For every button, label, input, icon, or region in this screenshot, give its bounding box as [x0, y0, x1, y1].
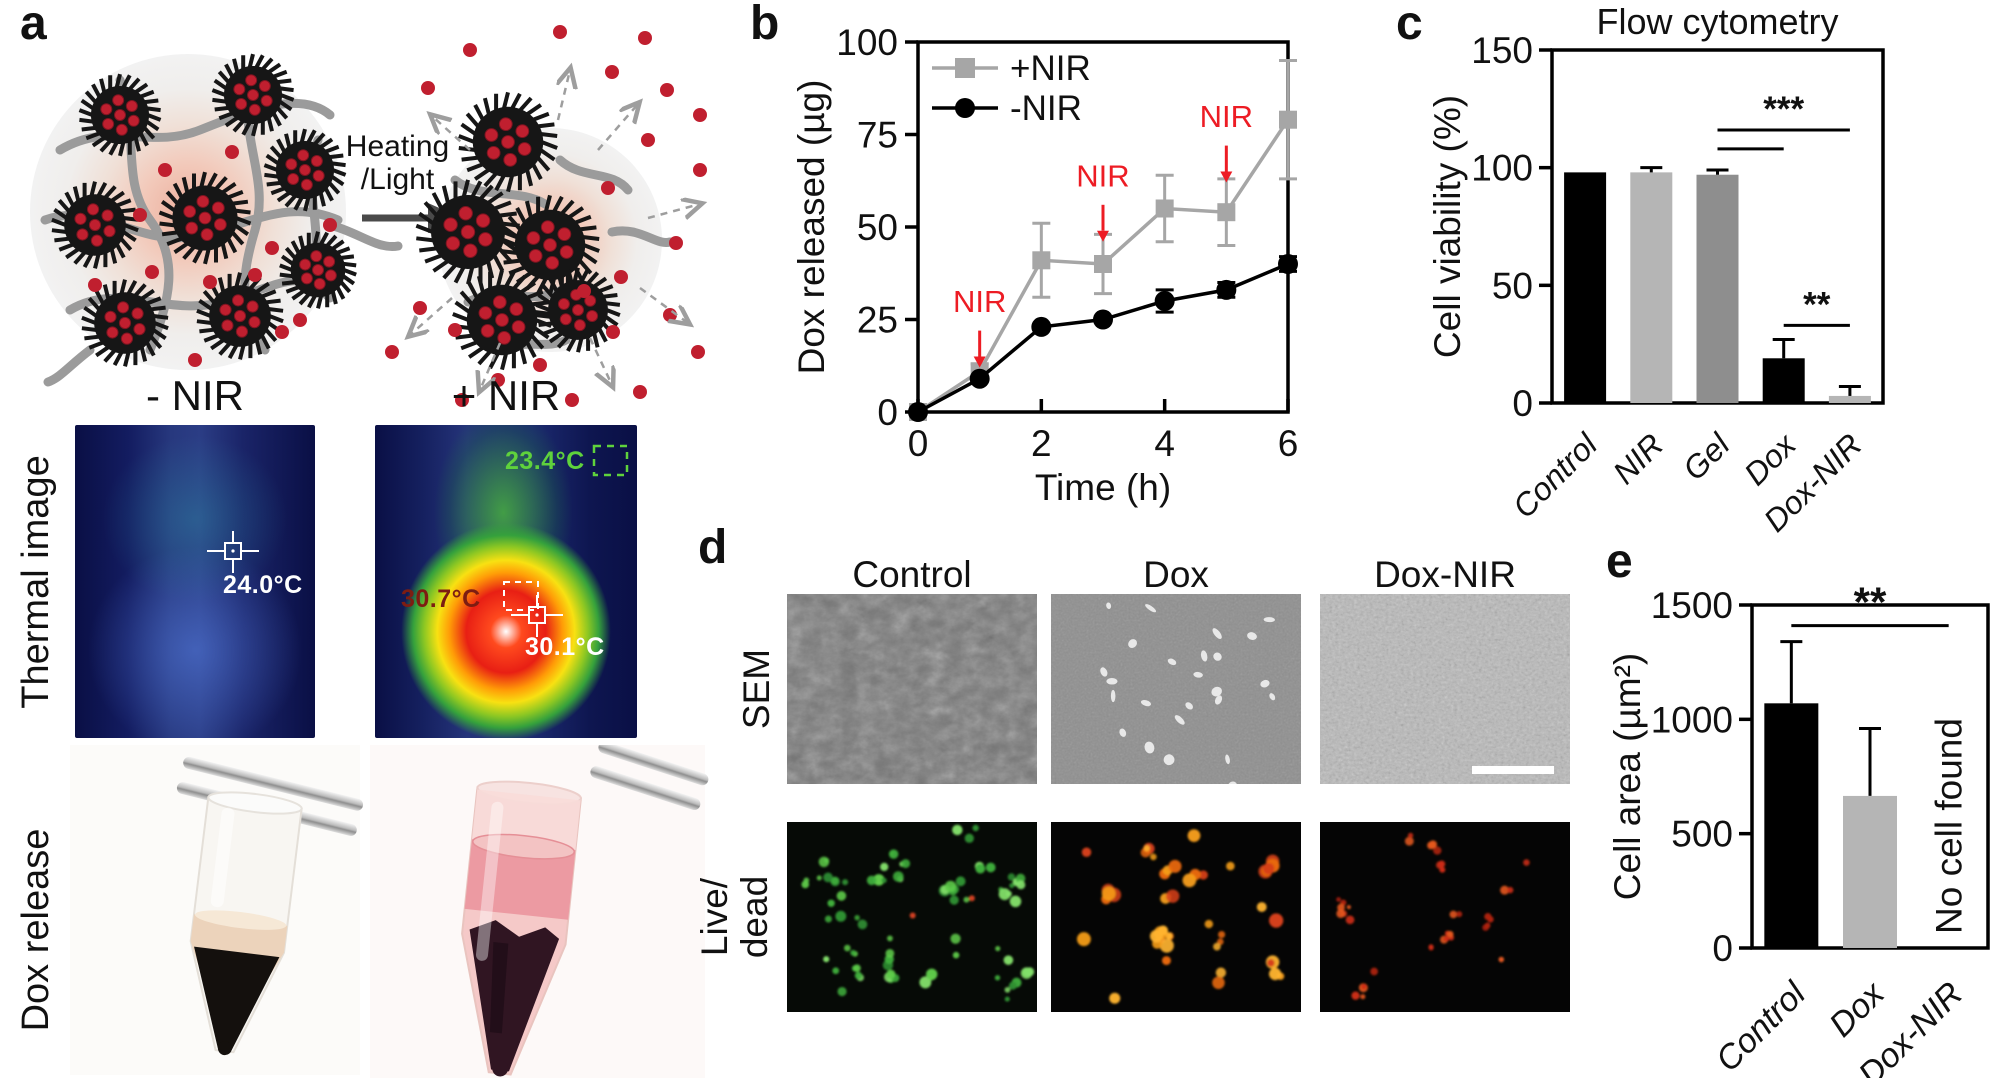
svg-text:**: **: [1854, 579, 1887, 626]
svg-text:+NIR: +NIR: [1010, 49, 1091, 88]
svg-text:4: 4: [1154, 423, 1175, 464]
dox-release-photos: [70, 745, 709, 1078]
svg-text:NIR: NIR: [953, 284, 1006, 319]
svg-text:25: 25: [857, 300, 898, 341]
svg-text:Control: Control: [1709, 974, 1814, 1078]
svg-text:50: 50: [857, 207, 898, 248]
sem-image-dox: [1051, 594, 1301, 784]
sem-row-label: SEM: [736, 648, 777, 730]
svg-text:Gel: Gel: [1676, 426, 1737, 487]
thermal-image-plus-nir: 23.4°C 30.7°C 30.1°C: [375, 425, 637, 738]
svg-text:NIR: NIR: [1076, 158, 1129, 193]
thermal-image-row-label: Thermal image: [14, 455, 57, 709]
svg-text:0: 0: [1712, 928, 1733, 969]
transition-arrow-label: Heating /Light: [345, 130, 450, 196]
column-header-dox: Dox: [1143, 554, 1209, 595]
crosshair-icon: [511, 595, 563, 637]
svg-text:500: 500: [1671, 814, 1733, 855]
panel-b-label: b: [750, 0, 780, 50]
svg-text:2: 2: [1031, 423, 1052, 464]
svg-text:-NIR: -NIR: [1010, 89, 1082, 128]
crosshair-icon: [207, 531, 259, 573]
svg-text:0: 0: [1512, 383, 1533, 424]
svg-text:Flow cytometry: Flow cytometry: [1596, 1, 1838, 42]
svg-text:6: 6: [1278, 423, 1299, 464]
sem-image-dox-nir: [1320, 594, 1570, 784]
hydrogel-schematic: [30, 25, 740, 407]
svg-text:Cell viability (%): Cell viability (%): [1427, 95, 1468, 358]
svg-text:Control: Control: [1506, 426, 1605, 525]
spot-temperature: 24.0°C: [223, 571, 303, 599]
panel-a-label: a: [20, 0, 47, 50]
svg-text:Dox released (µg): Dox released (µg): [791, 80, 832, 375]
spot-temperature: 30.1°C: [525, 633, 605, 661]
svg-text:**: **: [1803, 285, 1831, 324]
panel-e-label: e: [1606, 535, 1633, 588]
svg-text:0: 0: [908, 423, 929, 464]
dashed-box-icon: [592, 444, 629, 477]
svg-text:***: ***: [1763, 90, 1804, 129]
svg-text:1500: 1500: [1651, 585, 1733, 626]
plus-nir-label: + NIR: [451, 372, 561, 419]
cell-viability-bar-chart: 0 50 100 150 Flow cytometry Cell viability (%…: [1427, 1, 1885, 539]
livedead-image-dox-nir: [1320, 822, 1570, 1012]
column-header-control: Control: [852, 554, 972, 595]
panel-c-label: c: [1396, 0, 1423, 50]
svg-text:NIR: NIR: [1606, 426, 1670, 490]
svg-text:50: 50: [1492, 265, 1533, 306]
svg-text:100: 100: [836, 22, 898, 63]
svg-text:1000: 1000: [1651, 699, 1733, 740]
svg-text:Time (h): Time (h): [1035, 467, 1171, 508]
livedead-row-label: Live/ dead: [694, 875, 775, 959]
svg-text:100: 100: [1471, 148, 1533, 189]
svg-text:No cell found: No cell found: [1929, 718, 1970, 934]
svg-text:0: 0: [877, 392, 898, 433]
dox-release-line-chart: 0 25 50 75 100 0 2 4 6 Time (h) Dox released (µg) +…: [791, 22, 1299, 508]
svg-text:NIR: NIR: [1200, 99, 1253, 134]
svg-text:150: 150: [1471, 30, 1533, 71]
panel-d-label: d: [698, 521, 728, 574]
livedead-image-dox: [1051, 822, 1301, 1012]
svg-text:Dox: Dox: [1822, 974, 1892, 1044]
hot-area-temperature: 30.7°C: [401, 585, 481, 613]
sem-image-control: [787, 594, 1037, 784]
minus-nir-label: - NIR: [146, 372, 244, 419]
reference-temperature: 23.4°C: [505, 447, 585, 475]
livedead-image-control: [787, 822, 1037, 1012]
column-header-dox-nir: Dox-NIR: [1374, 554, 1516, 595]
thermal-image-minus-nir: 24.0°C: [75, 425, 315, 738]
svg-text:Cell area (µm²): Cell area (µm²): [1607, 653, 1648, 900]
svg-text:75: 75: [857, 115, 898, 156]
